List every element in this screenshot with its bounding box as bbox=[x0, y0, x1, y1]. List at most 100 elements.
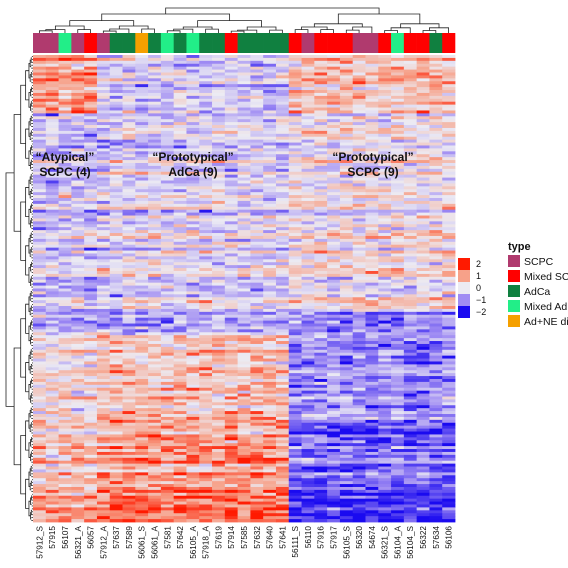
heatmap-cell bbox=[250, 443, 264, 447]
heatmap-cell bbox=[263, 90, 277, 94]
heatmap-cell bbox=[160, 122, 175, 126]
heatmap-cell bbox=[224, 314, 239, 319]
heatmap-cell bbox=[148, 378, 162, 383]
heatmap-cell bbox=[33, 393, 47, 397]
heatmap-cell bbox=[237, 180, 251, 184]
heatmap-cell bbox=[391, 402, 405, 406]
heatmap-cell bbox=[237, 227, 251, 231]
heatmap-cell bbox=[237, 101, 251, 106]
heatmap-cell bbox=[314, 422, 328, 427]
heatmap-cell bbox=[199, 364, 213, 368]
heatmap-cell bbox=[288, 136, 302, 141]
heatmap-cell bbox=[84, 113, 98, 117]
heatmap-cell bbox=[160, 116, 175, 120]
heatmap-cell bbox=[199, 425, 213, 429]
heatmap-cell bbox=[148, 75, 162, 79]
heatmap-cell bbox=[263, 224, 277, 228]
heatmap-cell bbox=[378, 186, 392, 190]
heatmap-cell bbox=[378, 306, 392, 310]
heatmap-cell bbox=[84, 273, 98, 278]
heatmap-cell bbox=[173, 148, 187, 152]
heatmap-cell bbox=[71, 314, 85, 319]
heatmap-cell bbox=[352, 460, 366, 465]
heatmap-cell bbox=[186, 376, 200, 380]
heatmap-cell bbox=[33, 381, 47, 386]
heatmap-cell bbox=[391, 90, 405, 94]
heatmap-cell bbox=[224, 285, 239, 289]
heatmap-cell bbox=[250, 203, 264, 208]
heatmap-cell bbox=[416, 341, 430, 345]
heatmap-cell bbox=[416, 431, 430, 435]
heatmap-cell bbox=[96, 250, 111, 254]
heatmap-cell bbox=[33, 376, 47, 380]
heatmap-cell bbox=[45, 282, 59, 286]
heatmap-cell bbox=[403, 203, 418, 208]
heatmap-cell bbox=[212, 171, 226, 176]
heatmap-cell bbox=[122, 136, 136, 141]
heatmap-cell bbox=[160, 110, 175, 114]
heatmap-cell bbox=[135, 355, 149, 359]
heatmap-cell bbox=[173, 317, 187, 322]
heatmap-cell bbox=[122, 259, 136, 263]
heatmap-cell bbox=[263, 262, 277, 266]
heatmap-cell bbox=[237, 224, 251, 228]
heatmap-cell bbox=[378, 151, 392, 155]
heatmap-cell bbox=[186, 119, 200, 123]
heatmap-cell bbox=[403, 253, 418, 257]
heatmap-cell bbox=[314, 457, 328, 462]
heatmap-cell bbox=[71, 122, 85, 126]
heatmap-cell bbox=[365, 84, 379, 88]
heatmap-cell bbox=[33, 273, 47, 278]
heatmap-cell bbox=[429, 300, 443, 304]
heatmap-cell bbox=[96, 457, 111, 462]
heatmap-cell bbox=[263, 414, 277, 418]
heatmap-cell bbox=[135, 189, 149, 193]
heatmap-cell bbox=[288, 402, 302, 406]
heatmap-cell bbox=[263, 332, 277, 336]
heatmap-cell bbox=[442, 244, 456, 249]
heatmap-cell bbox=[314, 297, 328, 301]
heatmap-cell bbox=[327, 343, 341, 348]
heatmap-cell bbox=[237, 341, 251, 345]
heatmap-cell bbox=[45, 60, 59, 65]
heatmap-cell bbox=[186, 449, 200, 453]
heatmap-cell bbox=[365, 241, 379, 246]
heatmap-cell bbox=[314, 378, 328, 383]
heatmap-cell bbox=[58, 338, 72, 342]
heatmap-cell bbox=[288, 434, 302, 438]
heatmap-cell bbox=[173, 57, 187, 62]
heatmap-cell bbox=[429, 329, 443, 333]
heatmap-cell bbox=[339, 454, 354, 459]
heatmap-cell bbox=[442, 332, 456, 336]
heatmap-cell bbox=[199, 235, 213, 240]
heatmap-cell bbox=[109, 198, 123, 202]
heatmap-cell bbox=[58, 270, 72, 275]
heatmap-cell bbox=[263, 376, 277, 380]
heatmap-cell bbox=[199, 387, 213, 392]
heatmap-cell bbox=[84, 198, 98, 202]
heatmap-cell bbox=[33, 75, 47, 79]
heatmap-cell bbox=[391, 116, 405, 120]
heatmap-cell bbox=[109, 306, 123, 310]
heatmap-cell bbox=[160, 332, 175, 336]
heatmap-cell bbox=[160, 294, 175, 298]
heatmap-cell bbox=[224, 142, 239, 146]
heatmap-cell bbox=[416, 402, 430, 406]
heatmap-cell bbox=[327, 250, 341, 254]
heatmap-cell bbox=[186, 300, 200, 304]
heatmap-cell bbox=[84, 60, 98, 65]
heatmap-cell bbox=[135, 288, 149, 292]
heatmap-cell bbox=[378, 352, 392, 357]
heatmap-cell bbox=[148, 218, 162, 222]
heatmap-cell bbox=[71, 180, 85, 184]
heatmap-cell bbox=[416, 157, 430, 161]
heatmap-cell bbox=[212, 130, 226, 135]
heatmap-cell bbox=[84, 384, 98, 389]
heatmap-cell bbox=[263, 180, 277, 184]
heatmap-cell bbox=[378, 230, 392, 234]
heatmap-cell bbox=[148, 335, 162, 339]
heatmap-cell bbox=[250, 349, 264, 354]
heatmap-cell bbox=[403, 209, 418, 214]
heatmap-cell bbox=[378, 405, 392, 409]
heatmap-cell bbox=[45, 244, 59, 249]
